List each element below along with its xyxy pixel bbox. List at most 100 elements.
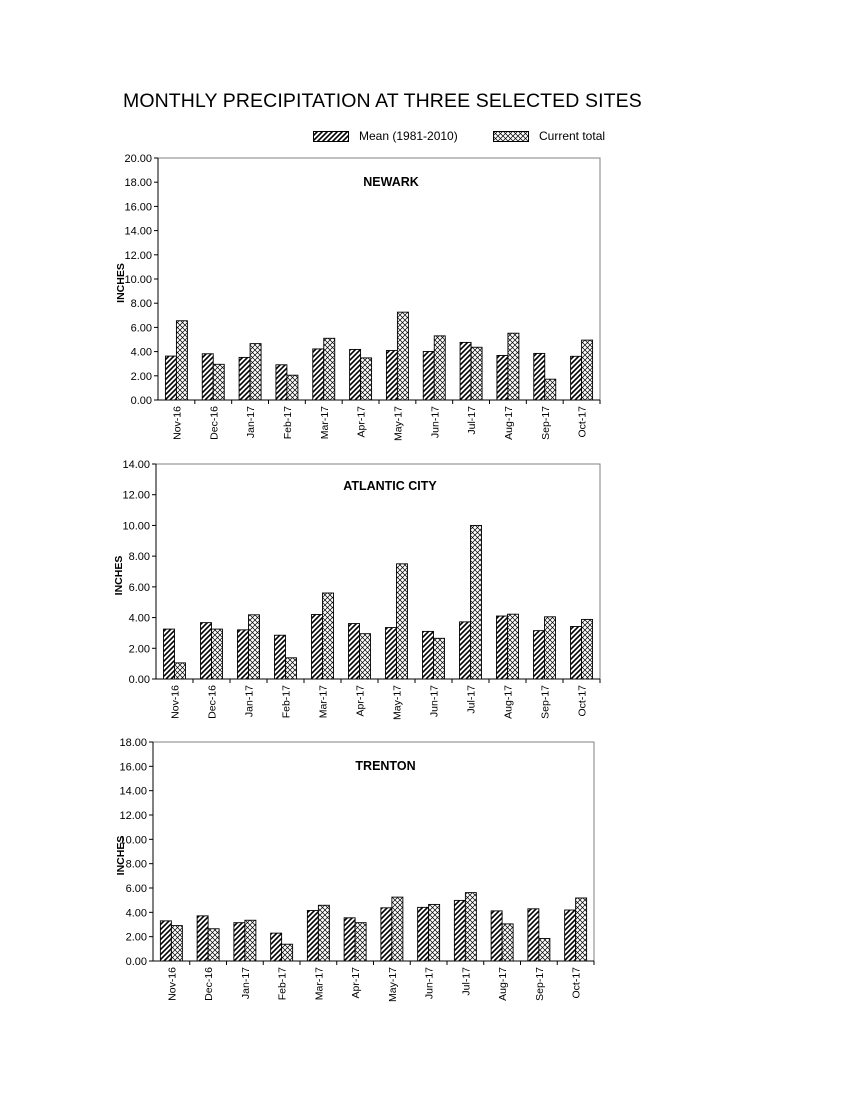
newark-y-tick-label: 16.00	[124, 201, 152, 213]
newark-x-tick-label: Mar-17	[319, 406, 331, 439]
atlantic-city-x-tick-label: Mar-17	[318, 685, 330, 718]
trenton-y-tick-label: 10.00	[119, 834, 147, 846]
atlantic-city-x-tick-label: May-17	[392, 685, 404, 720]
newark-x-tick-label: Nov-16	[171, 406, 183, 440]
atlantic-city-y-tick-label: 4.00	[129, 613, 150, 625]
newark-y-axis-label: INCHES	[115, 263, 127, 303]
trenton-y-tick-label: 12.00	[119, 810, 147, 822]
atlantic-city-y-tick-label: 2.00	[129, 643, 150, 655]
trenton-bar-current	[207, 928, 220, 962]
newark-y-tick-label: 8.00	[131, 298, 152, 310]
atlantic-city-y-axis-label: INCHES	[113, 556, 125, 596]
trenton-x-tick-label: Oct-17	[571, 967, 583, 999]
newark-x-tick-label: Jun-17	[429, 406, 441, 438]
newark-y-tick-label: 18.00	[124, 177, 152, 189]
atlantic-city-chart-title: ATLANTIC CITY	[343, 479, 437, 493]
newark-x-tick-label: May-17	[392, 406, 404, 441]
newark-bar-current	[323, 337, 336, 401]
newark-bar-current	[360, 357, 373, 401]
trenton-bar-current	[391, 896, 404, 962]
newark-bar-current	[396, 311, 409, 401]
newark-x-tick-label: Aug-17	[503, 406, 515, 440]
trenton-bar-current	[538, 938, 551, 962]
atlantic-city-bar-mean	[163, 628, 175, 680]
atlantic-city-x-tick-label: Nov-16	[170, 685, 182, 719]
trenton-bar-mean	[196, 915, 209, 962]
newark-bar-current	[249, 343, 262, 401]
atlantic-city-x-tick-label: Jun-17	[429, 685, 441, 717]
atlantic-city-bar-current	[581, 618, 593, 680]
atlantic-city-bar-current	[174, 662, 186, 680]
atlantic-city-bar-current	[507, 613, 519, 680]
trenton-x-tick-label: May-17	[387, 967, 399, 1002]
atlantic-city-bar-current	[396, 563, 408, 680]
trenton-bar-mean	[490, 910, 503, 962]
trenton-bar-current	[244, 919, 257, 962]
trenton-bar-mean	[233, 922, 246, 962]
trenton-x-tick-label: Apr-17	[350, 967, 362, 999]
page-title: MONTHLY PRECIPITATION AT THREE SELECTED …	[123, 90, 642, 112]
atlantic-city-bar-current	[285, 657, 297, 680]
trenton-bar-mean	[380, 907, 393, 962]
newark-x-tick-label: Jul-17	[466, 406, 478, 435]
newark-bar-current	[470, 346, 483, 401]
atlantic-city-x-tick-label: Oct-17	[577, 685, 589, 717]
newark-bar-mean	[533, 352, 546, 401]
newark-bar-current	[544, 378, 557, 401]
trenton-y-tick-label: 14.00	[119, 786, 147, 798]
legend-swatch-diagonal-icon	[313, 130, 349, 142]
trenton-bar-current	[501, 923, 514, 962]
atlantic-city-bar-current	[211, 628, 223, 680]
trenton-x-tick-label: Nov-16	[166, 967, 178, 1001]
atlantic-city-x-tick-label: Jul-17	[466, 685, 478, 714]
atlantic-city-x-tick-label: Dec-16	[207, 685, 219, 719]
legend-item-mean: Mean (1981-2010)	[313, 127, 458, 145]
atlantic-city-x-tick-label: Jan-17	[244, 685, 256, 717]
newark-x-tick-label: Dec-16	[208, 406, 220, 440]
chart-legend: Mean (1981-2010) Current total	[313, 127, 643, 147]
atlantic-city-y-tick-label: 6.00	[129, 582, 150, 594]
trenton-bar-mean	[527, 908, 540, 962]
trenton-chart-title: TRENTON	[355, 759, 415, 773]
trenton-x-tick-label: Sep-17	[534, 967, 546, 1001]
trenton-y-tick-label: 2.00	[126, 932, 147, 944]
trenton-x-tick-label: Dec-16	[203, 967, 215, 1001]
trenton-x-tick-label: Mar-17	[313, 967, 325, 1000]
atlantic-city-y-tick-label: 8.00	[129, 551, 150, 563]
trenton-bar-current	[464, 892, 477, 962]
trenton-y-tick-label: 8.00	[126, 859, 147, 871]
atlantic-city-bar-current	[359, 633, 371, 680]
newark-x-tick-label: Jan-17	[245, 406, 257, 438]
newark-y-tick-label: 6.00	[131, 322, 152, 334]
atlantic-city-y-tick-label: 14.00	[122, 459, 150, 471]
trenton-bar-mean	[159, 920, 172, 962]
legend-item-current: Current total	[493, 127, 605, 145]
trenton-y-axis-label: INCHES	[115, 836, 127, 876]
trenton-y-tick-label: 4.00	[126, 907, 147, 919]
legend-swatch-crosshatch-icon	[493, 130, 529, 142]
trenton-bar-mean	[270, 932, 283, 962]
trenton-x-tick-label: Jul-17	[460, 967, 472, 996]
trenton-y-tick-label: 0.00	[126, 956, 147, 968]
trenton-y-tick-label: 16.00	[119, 761, 147, 773]
trenton-bar-mean	[306, 910, 319, 962]
newark-y-tick-label: 4.00	[131, 347, 152, 359]
newark-bar-current	[507, 332, 520, 401]
atlantic-city-bar-current	[544, 616, 556, 680]
newark-x-tick-label: Oct-17	[577, 406, 589, 438]
newark-x-tick-label: Feb-17	[282, 406, 294, 439]
newark-y-tick-label: 0.00	[131, 395, 152, 407]
atlantic-city-bar-current	[470, 524, 482, 680]
newark-y-tick-label: 20.00	[124, 153, 152, 165]
atlantic-city-x-tick-label: Aug-17	[503, 685, 515, 719]
trenton-bar-mean	[417, 906, 430, 962]
atlantic-city-x-tick-label: Apr-17	[355, 685, 367, 717]
trenton-bar-current	[428, 903, 441, 962]
atlantic-city-bar-mean	[274, 634, 286, 680]
legend-label-mean: Mean (1981-2010)	[359, 129, 458, 143]
trenton-x-tick-label: Jan-17	[240, 967, 252, 999]
newark-x-tick-label: Sep-17	[540, 406, 552, 440]
newark-bar-current	[433, 335, 446, 401]
